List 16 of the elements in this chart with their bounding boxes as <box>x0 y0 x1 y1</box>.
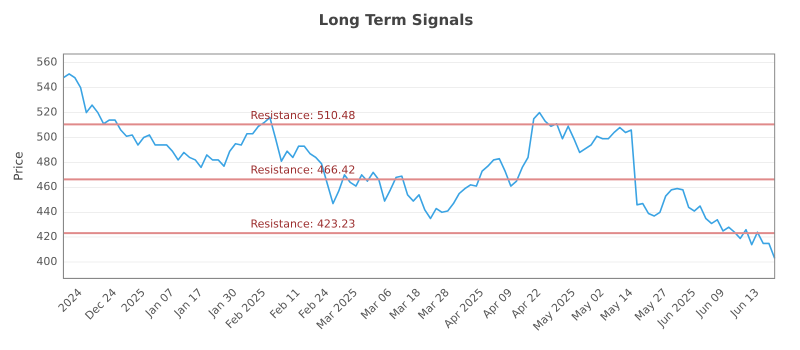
y-tick-label: 480 <box>36 155 58 168</box>
y-tick-label: 460 <box>36 180 58 194</box>
y-tick-label: 540 <box>36 80 58 94</box>
ref-line-label: Resistance: 510.48 <box>250 108 356 122</box>
y-tick-label: 440 <box>36 205 58 218</box>
x-tick-label: Dec 24 <box>82 286 120 323</box>
chart-title: Long Term Signals <box>318 10 474 29</box>
y-tick-label: 500 <box>36 130 58 144</box>
y-axis-title: Price <box>11 152 26 181</box>
x-tick-label: Jun 13 <box>727 286 762 320</box>
ref-line-label: Resistance: 423.23 <box>250 218 356 231</box>
y-tick-label: 520 <box>36 105 58 118</box>
y-tick-label: 400 <box>36 254 58 268</box>
y-tick-label: 420 <box>36 230 58 244</box>
y-tick-label: 560 <box>36 56 58 69</box>
x-tick-label: Jan 17 <box>170 286 206 320</box>
